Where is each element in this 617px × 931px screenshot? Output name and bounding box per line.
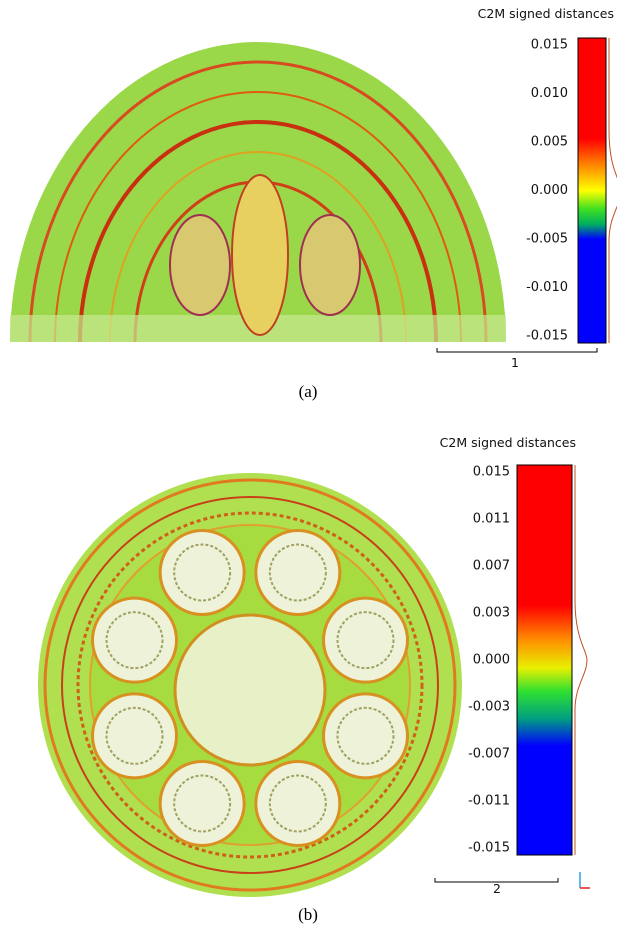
scale-tick-label: 0.003 (473, 606, 510, 621)
rosette (93, 598, 177, 682)
scale-tick-label: -0.010 (526, 280, 568, 295)
scale-tick-label: 0.007 (473, 559, 510, 574)
scale-tick-label: -0.003 (468, 700, 510, 715)
rosette (256, 761, 340, 845)
rosette (323, 598, 407, 682)
scale-title: C2M signed distances (440, 435, 576, 450)
scale-tick-label: 0.000 (531, 183, 568, 198)
scale-bar (437, 348, 597, 352)
rosette (93, 694, 177, 778)
histogram-curve (609, 38, 617, 343)
scale-title: C2M signed distances (478, 6, 614, 21)
figure: C2M signed distances 0.015 0.010 0.005 0.000… (0, 0, 617, 931)
scale-tick-label: 0.011 (473, 512, 510, 527)
scale-tick-label: 0.015 (531, 38, 568, 53)
scale-tick-label: 0.005 (531, 135, 568, 150)
scale-tick-label: -0.015 (468, 841, 510, 856)
scale-tick-label: -0.015 (526, 329, 568, 344)
rose-window-cloud (38, 473, 462, 897)
scale-tick-label: -0.011 (468, 794, 510, 809)
scale-tick-label: -0.005 (526, 232, 568, 247)
scale-bar-label: 1 (511, 355, 519, 370)
scale-tick-label: 0.000 (473, 653, 510, 668)
tympanum-cloud (10, 42, 506, 342)
caption: (b) (298, 905, 318, 924)
rosette (256, 531, 340, 615)
scale-tick-label: 0.015 (473, 465, 510, 480)
histogram-curve (575, 465, 587, 855)
scale-tick-label: 0.010 (531, 86, 568, 101)
scale-bar-label: 2 (493, 881, 501, 896)
color-scale (517, 465, 572, 855)
caption: (a) (299, 382, 318, 401)
color-scale (578, 38, 606, 343)
rosette (160, 761, 244, 845)
scale-tick-label: -0.007 (468, 747, 510, 762)
rosette (160, 531, 244, 615)
rosette (323, 694, 407, 778)
